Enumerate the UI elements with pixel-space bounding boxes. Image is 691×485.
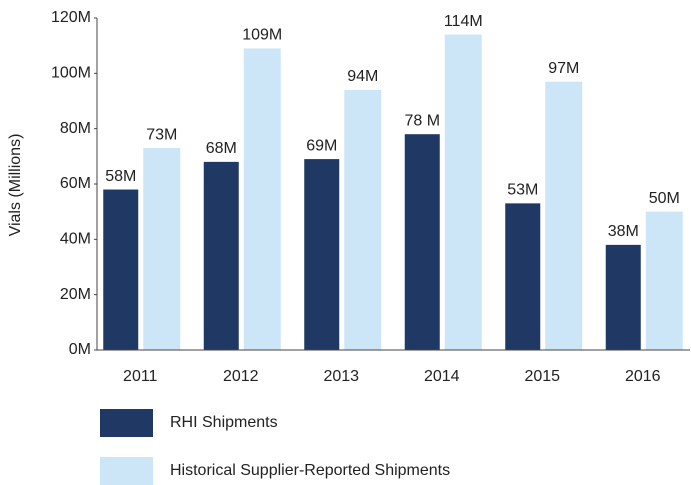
bar [505, 203, 541, 350]
y-tick-label: 0M [69, 341, 91, 358]
value-label: 50M [649, 190, 680, 207]
value-label: 97M [548, 60, 579, 77]
x-tick-label: 2013 [323, 368, 359, 385]
value-label: 94M [347, 68, 378, 85]
x-tick-label: 2014 [424, 368, 460, 385]
y-tick-label: 40M [60, 231, 91, 248]
y-tick-label: 60M [60, 175, 91, 192]
bar [103, 189, 139, 350]
value-label: 114M [444, 13, 483, 30]
value-label: 69M [306, 137, 337, 154]
value-label: 68M [206, 140, 237, 157]
bar [545, 81, 583, 350]
bar [605, 244, 641, 350]
value-label: 73M [146, 126, 177, 143]
bar [203, 161, 239, 350]
legend-swatch [100, 457, 153, 485]
y-tick-label: 20M [60, 286, 91, 303]
y-tick-label: 120M [51, 9, 91, 26]
y-tick-label: 80M [60, 120, 91, 137]
value-label: 109M [242, 27, 282, 44]
legend-swatch [100, 409, 153, 437]
x-tick-label: 2012 [223, 368, 259, 385]
x-tick-label: 2015 [524, 368, 560, 385]
bar [143, 148, 181, 350]
bar [444, 34, 482, 350]
bar [304, 159, 340, 350]
value-label: 58M [105, 168, 136, 185]
bar [344, 89, 382, 350]
bar [645, 211, 683, 350]
x-tick-label: 2011 [123, 368, 158, 385]
value-label: 38M [608, 223, 639, 240]
legend-label: Historical Supplier-Reported Shipments [170, 462, 450, 479]
y-tick-label: 100M [51, 65, 91, 82]
y-axis-label: Vials (Millions) [7, 134, 24, 237]
bar [404, 134, 440, 350]
x-tick-label: 2016 [625, 368, 661, 385]
bar [243, 48, 281, 350]
legend-label: RHI Shipments [170, 414, 278, 431]
value-label: 78 M [404, 112, 440, 129]
value-label: 53M [507, 182, 538, 199]
